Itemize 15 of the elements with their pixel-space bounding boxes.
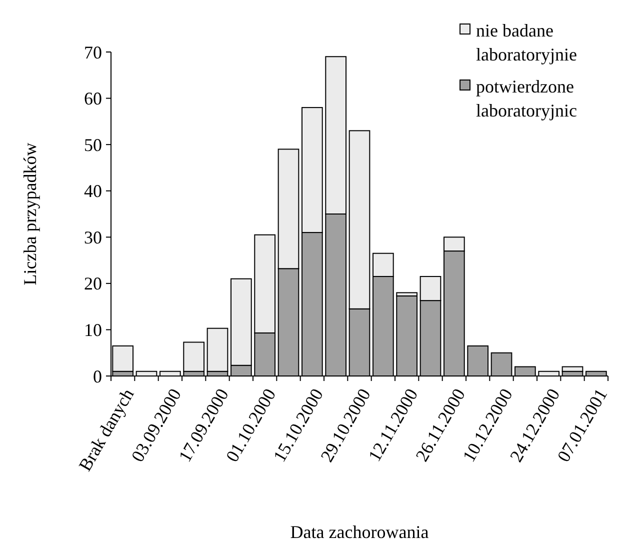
y-tick-label: 40 — [84, 181, 102, 202]
legend-label: potwierdzone laboratoryjnic — [476, 76, 577, 120]
y-tick-label: 0 — [93, 366, 102, 386]
y-tick-label: 50 — [84, 134, 102, 155]
x-axis-title: Data zachorowania — [290, 522, 429, 542]
y-tick-label: 10 — [84, 320, 102, 340]
legend-label: nie badane laboratoryjnie — [476, 20, 577, 64]
y-tick-label: 70 — [84, 42, 102, 62]
y-tick-label: 30 — [84, 227, 102, 248]
y-tick-label: 20 — [84, 274, 102, 294]
bar — [183, 342, 205, 372]
y-axis-title: Liczba przypadków — [20, 142, 40, 286]
bar — [206, 328, 228, 372]
bar — [562, 366, 584, 372]
y-tick-label: 60 — [84, 88, 102, 109]
